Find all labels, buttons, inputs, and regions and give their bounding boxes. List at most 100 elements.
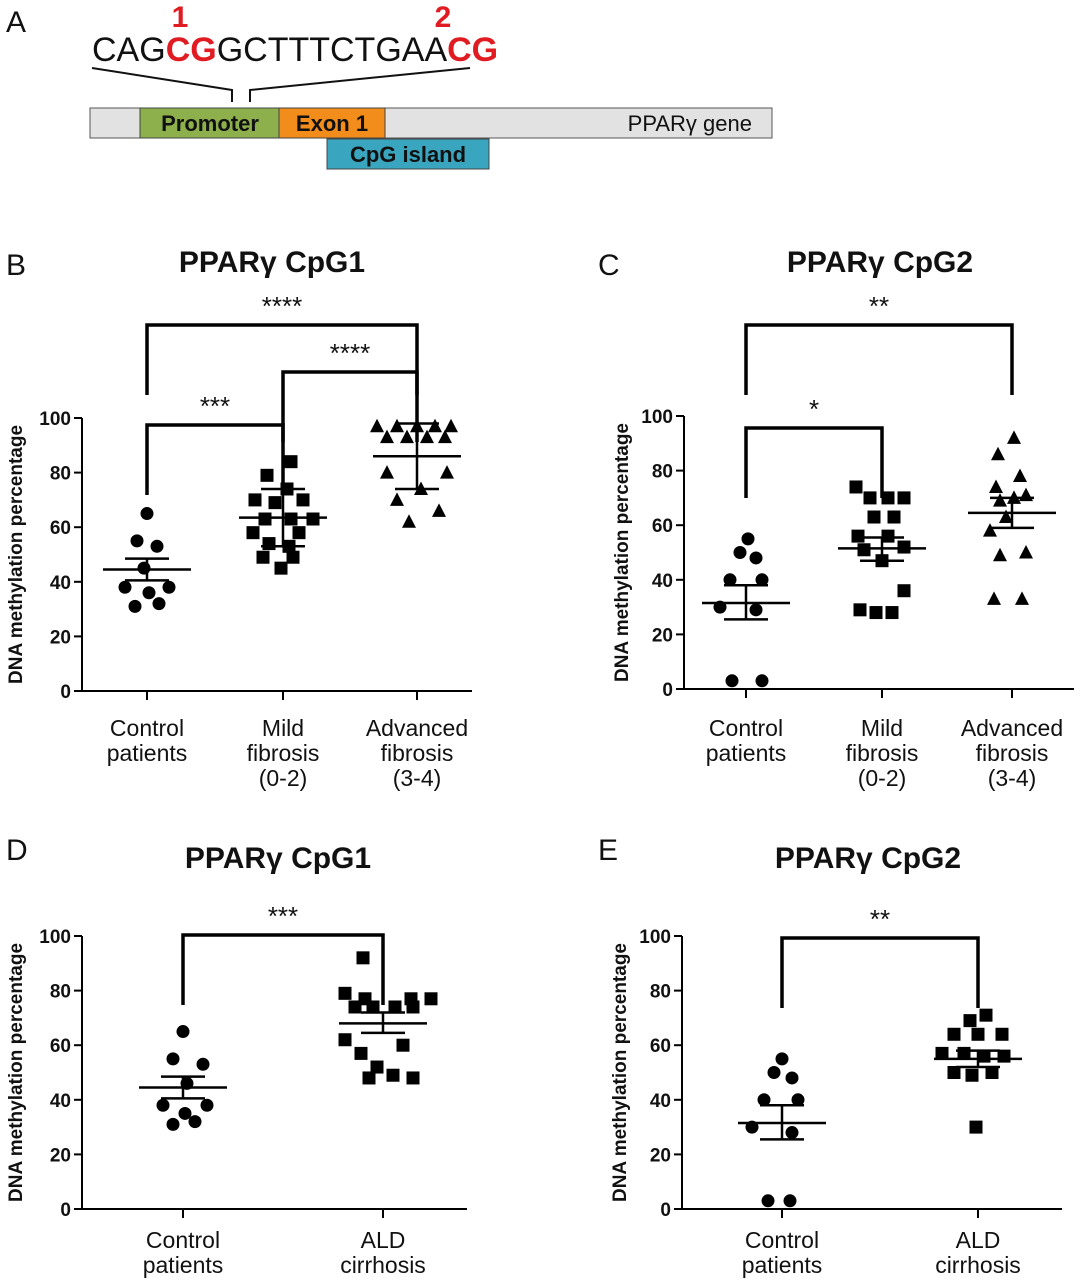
data-point [1013, 468, 1027, 483]
data-point [947, 1027, 961, 1041]
data-point [284, 512, 298, 526]
data-point [999, 509, 1013, 524]
data-point [983, 523, 997, 537]
x-category-label: Control patients [706, 715, 787, 766]
chart-title: PPARγ CpG2 [787, 246, 973, 279]
significance-bracket: *** [181, 901, 385, 1005]
significance-bracket: * [744, 394, 884, 498]
significance-label: **** [330, 338, 370, 368]
data-point [380, 465, 394, 479]
x-category-label: Mild fibrosis (0-2) [846, 715, 919, 791]
data-point [362, 1071, 376, 1085]
data-point [969, 1120, 983, 1134]
data-point [306, 512, 320, 526]
y-tick-label: 40 [50, 1091, 71, 1112]
data-point [749, 551, 763, 565]
y-tick-label: 80 [50, 464, 71, 485]
data-point [432, 503, 446, 517]
data-point [284, 455, 298, 469]
data-point [140, 507, 154, 521]
significance-bracket: *** [145, 391, 285, 495]
y-tick-label: 20 [50, 1145, 71, 1166]
data-point [260, 468, 274, 482]
data-point [733, 546, 747, 559]
cg-site-1: CG [166, 31, 217, 69]
data-point [246, 526, 260, 540]
data-point [438, 429, 452, 444]
y-tick-label: 20 [650, 1145, 671, 1166]
y-tick-label: 100 [641, 407, 673, 428]
data-point [366, 1000, 380, 1014]
panel-e-label: E [598, 834, 618, 867]
data-point [993, 547, 1007, 562]
chart-e-cpg2-cirrhosis: PPARγ CpG2 DNA methylation percentage 0 20 4… [610, 842, 1062, 1278]
x-category-label: Control patients [143, 1227, 224, 1278]
y-tick-label: 60 [50, 1036, 71, 1057]
data-point [162, 580, 176, 594]
significance-label: ** [869, 291, 889, 321]
data-group-2 [968, 430, 1056, 605]
data-point [402, 514, 416, 528]
data-point [348, 1000, 362, 1014]
data-point [993, 493, 1007, 507]
significance-label: * [809, 394, 819, 424]
data-point [885, 606, 899, 620]
data-group-0 [702, 532, 790, 688]
data-point [196, 1057, 210, 1071]
data-point [991, 446, 1005, 461]
data-point [338, 986, 352, 1000]
data-point [256, 550, 270, 564]
exon-1-box [278, 107, 386, 139]
data-point [156, 1098, 170, 1112]
data-point [370, 418, 384, 433]
data-point [428, 418, 442, 433]
data-point [965, 1068, 979, 1082]
significance-label: ** [870, 904, 890, 934]
data-point [390, 492, 404, 506]
cg-site-1-number: 1 [172, 1, 189, 34]
seq-part-2: GCTTTCTGAA [217, 31, 448, 69]
data-point [388, 1000, 402, 1014]
panel-c-label: C [598, 249, 620, 282]
cpg-island-box [326, 138, 490, 170]
data-point [268, 496, 282, 510]
y-tick-label: 80 [50, 982, 71, 1003]
chart-title: PPARγ CpG1 [185, 842, 371, 875]
y-tick-label: 0 [660, 1200, 671, 1221]
x-category-label: Advanced fibrosis (3-4) [961, 715, 1063, 791]
data-point [947, 1066, 961, 1079]
data-point [1007, 430, 1021, 444]
cpg-island-label: CpG island [350, 142, 466, 167]
significance-bracket: ** [744, 291, 1014, 395]
cg-site-2: CG [447, 31, 498, 69]
y-tick-label: 40 [652, 571, 673, 592]
exon-1-label: Exon 1 [296, 111, 368, 136]
data-point [406, 1000, 420, 1014]
y-tick-label: 0 [60, 682, 71, 703]
data-point [286, 550, 300, 564]
data-point [354, 1046, 368, 1060]
data-point [248, 493, 262, 507]
significance-label: *** [200, 391, 230, 421]
data-point [979, 1008, 993, 1022]
data-point [166, 1052, 180, 1066]
data-point [118, 580, 132, 594]
x-category-label: Mild fibrosis (0-2) [247, 715, 320, 791]
data-point [725, 674, 739, 688]
data-group-1 [838, 480, 926, 620]
y-tick-label: 60 [50, 518, 71, 539]
data-point [440, 465, 454, 479]
y-tick-label: 40 [650, 1091, 671, 1112]
data-point [400, 429, 414, 444]
cg-site-2-number: 2 [435, 1, 452, 34]
panel-b-label: B [6, 249, 26, 282]
y-tick-label: 40 [50, 573, 71, 594]
data-point [188, 1115, 202, 1129]
data-group-0 [139, 1025, 227, 1131]
data-point [857, 543, 871, 557]
y-tick-label: 20 [50, 627, 71, 648]
data-point [785, 1071, 799, 1085]
data-point [849, 480, 863, 494]
data-point [853, 603, 867, 617]
data-point [897, 491, 911, 505]
